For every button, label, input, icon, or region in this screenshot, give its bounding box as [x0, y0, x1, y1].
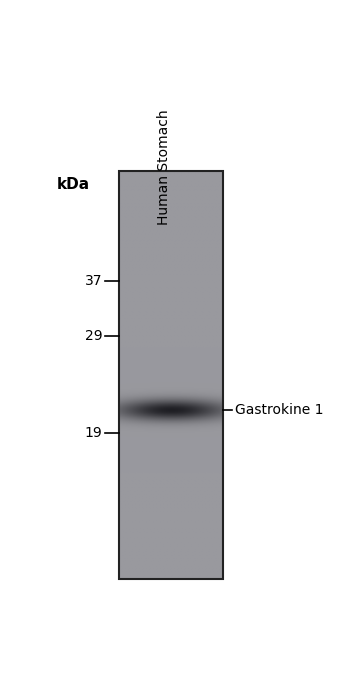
Text: Human Stomach: Human Stomach [157, 109, 171, 225]
Text: 37: 37 [85, 274, 102, 288]
Bar [118, 171, 223, 579]
Text: 29: 29 [85, 329, 102, 344]
Text: 19: 19 [84, 426, 102, 440]
Text: Gastrokine 1: Gastrokine 1 [235, 403, 323, 417]
Text: kDa: kDa [56, 177, 90, 192]
